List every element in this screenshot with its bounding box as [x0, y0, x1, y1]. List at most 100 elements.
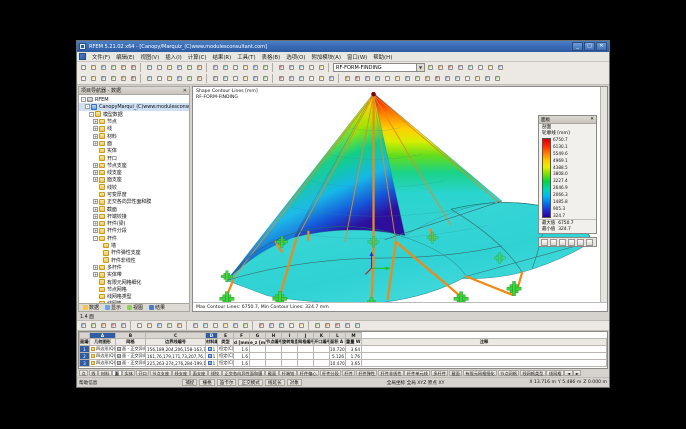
- sheet-tab-19[interactable]: 多杆件: [430, 369, 449, 377]
- toolbar-button-12[interactable]: [185, 63, 194, 72]
- tree-item[interactable]: - CanopyMarqui_(C)www.modulesconsulta: [79, 103, 189, 111]
- chevron-down-icon[interactable]: ▼: [416, 64, 424, 71]
- table-cell-area[interactable]: 10.720: [329, 345, 346, 353]
- table-toolbar-button-9[interactable]: [155, 321, 164, 330]
- toolbar-button-5[interactable]: [119, 74, 128, 83]
- table-cell-node[interactable]: [265, 345, 282, 353]
- table-cell-node[interactable]: [265, 352, 282, 360]
- tree-expander-icon[interactable]: +: [93, 264, 98, 270]
- tree-item[interactable]: - 杆件: [79, 235, 189, 242]
- tree-item[interactable]: + 杆端铰接: [79, 213, 189, 220]
- table-toolbar-button-15[interactable]: [211, 321, 220, 330]
- table-toolbar-button-14[interactable]: [201, 321, 210, 330]
- toolbar-button-39[interactable]: [443, 74, 452, 83]
- table-toolbar-button-4[interactable]: [109, 321, 118, 330]
- table-cell-weight[interactable]: 3.65: [345, 359, 362, 367]
- table-toolbar-button-11[interactable]: [175, 321, 184, 330]
- table-row[interactable]: 2 四边形(Q) 面 - 正交异向 161,76,179,171,73,207,76,…: [79, 352, 607, 360]
- tree-expander-icon[interactable]: -: [85, 104, 90, 110]
- table-cell-ez[interactable]: [249, 352, 266, 360]
- sheet-nav-button-1[interactable]: ►: [573, 369, 582, 377]
- table-cell-lines[interactable]: 161,76,179,171,73,207,76,163: [145, 352, 206, 360]
- toolbar-button-2[interactable]: [89, 74, 98, 83]
- toolbar-button-22[interactable]: [277, 74, 286, 83]
- viewport-tool-button-3[interactable]: [559, 238, 566, 246]
- tree-expander-icon[interactable]: +: [93, 170, 98, 176]
- tree-item[interactable]: 线铰: [79, 184, 189, 191]
- tree-item[interactable]: + 面支座: [79, 176, 189, 183]
- menu-item-tools[interactable]: 工具(T): [237, 54, 256, 61]
- tree-expander-icon[interactable]: -: [89, 111, 94, 117]
- table-toolbar-button-28[interactable]: [333, 321, 342, 330]
- table-cell-mesh[interactable]: 面 - 正交异向: [115, 345, 146, 353]
- tree-item[interactable]: + 材料: [79, 132, 189, 140]
- legend-close-icon[interactable]: ✕: [590, 117, 594, 122]
- table-cell-open_no[interactable]: [313, 345, 330, 353]
- toolbar-button-19[interactable]: [251, 63, 260, 72]
- tree-item[interactable]: + 线支座: [79, 169, 189, 176]
- toolbar-button-24[interactable]: [297, 74, 306, 83]
- tree-expander-icon[interactable]: +: [93, 119, 98, 125]
- toolbar-button-18[interactable]: [241, 74, 250, 83]
- toolbar-button-15[interactable]: [211, 74, 220, 83]
- toolbar-button-41[interactable]: [463, 74, 472, 83]
- table-toolbar-button-10[interactable]: [165, 321, 174, 330]
- menu-item-edit[interactable]: 编辑(E): [116, 54, 135, 61]
- menu-item-insert[interactable]: 插入(I): [165, 54, 182, 61]
- table-cell-rot[interactable]: [281, 359, 298, 367]
- menu-item-calculate[interactable]: 计算(C): [187, 54, 207, 61]
- sheet-tab-23[interactable]: 线网格类型: [519, 369, 546, 377]
- table-row[interactable]: 1 四边形(Q) 面 - 正交异向 156,189,204,206,158-163,7…: [79, 345, 607, 353]
- status-cell-object[interactable]: 对象: [286, 379, 302, 386]
- viewport-scrollbar-vertical[interactable]: [600, 87, 607, 302]
- toolbar-button-9[interactable]: [155, 63, 164, 72]
- tree-expander-icon[interactable]: -: [93, 235, 98, 241]
- toolbar-button-5[interactable]: [119, 63, 128, 72]
- viewport-tool-button-6[interactable]: [586, 238, 593, 246]
- status-cell-grid[interactable]: 栅格: [199, 379, 215, 386]
- tree-item[interactable]: + 节点: [79, 118, 189, 125]
- tree-item[interactable]: + 杆件(梁): [79, 220, 189, 227]
- table-toolbar-button-24[interactable]: [297, 321, 306, 330]
- tree-expander-icon[interactable]: +: [93, 272, 98, 278]
- status-cell-snap[interactable]: 捕捉: [182, 379, 198, 386]
- sheet-tab-5[interactable]: 开口: [135, 369, 150, 377]
- toolbar-button-20[interactable]: [261, 63, 270, 72]
- toolbar-button-26[interactable]: [317, 63, 326, 72]
- toolbar-button-44[interactable]: [493, 74, 502, 83]
- table-toolbar-button-13[interactable]: [191, 321, 200, 330]
- toolbar-button-38[interactable]: [433, 74, 442, 83]
- tree-item[interactable]: + 截面: [79, 205, 189, 213]
- toolbar-button-25[interactable]: [307, 74, 316, 83]
- toolbar-button-11[interactable]: [175, 63, 184, 72]
- navigator-tab-2[interactable]: 视图: [125, 304, 145, 311]
- toolbar-button-33[interactable]: [383, 74, 392, 83]
- sheet-tab-20[interactable]: 截面: [448, 369, 463, 377]
- module-selector-combo[interactable]: RF-FORM-FINDING ▼: [333, 63, 425, 72]
- toolbar-right-button-7[interactable]: [486, 63, 495, 72]
- toolbar-button-10[interactable]: [165, 74, 174, 83]
- table-cell-no[interactable]: 3: [79, 359, 90, 367]
- toolbar-button-8[interactable]: [145, 63, 154, 72]
- toolbar-right-button-8[interactable]: [496, 63, 505, 72]
- sheet-tab-0[interactable]: 点: [79, 369, 89, 377]
- table-cell-no[interactable]: 1: [79, 345, 90, 353]
- table-toolbar-button-1[interactable]: [79, 321, 88, 330]
- sheet-tab-3[interactable]: 面: [112, 369, 122, 377]
- toolbar-button-17[interactable]: [231, 74, 240, 83]
- menu-item-tables[interactable]: 表格(B): [261, 54, 281, 61]
- sheet-tab-21[interactable]: 有限元网格细化: [462, 369, 498, 377]
- table-cell-lines[interactable]: 225,263-274,276,284-199,136,7: [145, 359, 206, 367]
- sheet-tab-16[interactable]: 杆件弹性: [355, 369, 378, 377]
- navigator-tree[interactable]: - RFEM - CanopyMarqui_(C)www.modulesconsult…: [79, 95, 189, 303]
- table-cell-open_no[interactable]: [313, 352, 330, 360]
- toolbar-button-19[interactable]: [251, 74, 260, 83]
- table-cell-type[interactable]: 恒定(C): [217, 345, 234, 353]
- toolbar-button-6[interactable]: [129, 63, 138, 72]
- table-cell-geom[interactable]: 四边形(Q): [89, 345, 116, 353]
- table-toolbar-button-20[interactable]: [257, 321, 266, 330]
- sheet-tab-8[interactable]: 面支座: [190, 369, 208, 377]
- tree-item[interactable]: + 面: [79, 140, 189, 147]
- navigator-tab-3[interactable]: 结果: [147, 304, 167, 311]
- toolbar-button-35[interactable]: [403, 74, 412, 83]
